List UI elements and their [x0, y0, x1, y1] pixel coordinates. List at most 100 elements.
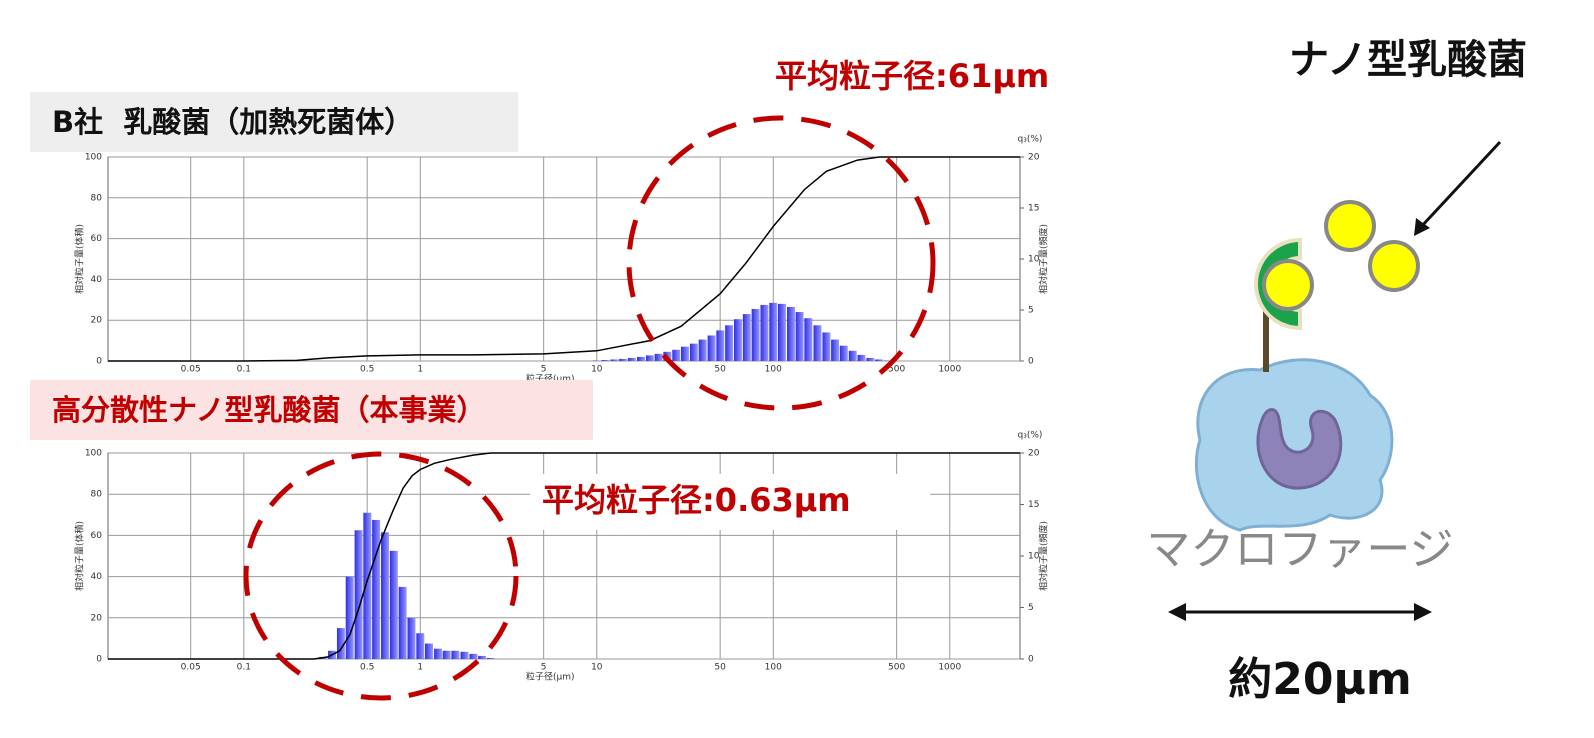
bar — [884, 360, 893, 361]
bar — [398, 586, 407, 659]
y2-tick-label: 5 — [1028, 306, 1034, 316]
x-tick-label: 1 — [417, 663, 423, 673]
particle — [1324, 200, 1376, 252]
x-tick-label: 5 — [541, 365, 547, 375]
chart: 0.05 0.1 0.5 1 5 10 50 100 500 100002040608010005… — [30, 57, 1050, 411]
bar — [681, 346, 689, 361]
chart-title: 高分散性ナノ型乳酸菌（本事業） — [52, 393, 486, 427]
bar — [848, 350, 857, 361]
bar — [460, 651, 469, 659]
bar — [407, 617, 416, 659]
arrow-head — [1414, 603, 1432, 621]
highlight-circle — [626, 115, 936, 411]
bar — [601, 359, 610, 361]
y2-tick-label: 15 — [1028, 204, 1039, 214]
annotation: 平均粒子径:0.63μm — [542, 481, 851, 519]
y-tick-label: 0 — [96, 357, 102, 367]
bar — [592, 360, 601, 361]
bar — [637, 356, 645, 361]
y2-axis-label: 相対粒子量(頻度) — [1038, 224, 1050, 294]
bar — [354, 530, 363, 659]
x-tick-label: 1000 — [938, 663, 961, 673]
chart-title: B社 乳酸菌（加熱死菌体） — [52, 105, 413, 139]
bar — [716, 330, 725, 361]
annotation-box — [530, 474, 930, 530]
bar — [777, 303, 786, 361]
bar — [822, 332, 831, 361]
y-tick-label: 100 — [85, 153, 102, 163]
arrow-head — [1414, 218, 1430, 236]
y2-tick-label: 10 — [1028, 552, 1040, 562]
annotation: 平均粒子径:61μm — [775, 57, 1049, 95]
y2-tick-label: 20 — [1028, 449, 1040, 459]
y-tick-label: 40 — [91, 275, 103, 285]
y2-unit: q₃(%) — [1018, 431, 1043, 441]
plot-area — [107, 156, 1021, 362]
bar — [451, 650, 460, 659]
size-label: 約20μm — [1228, 654, 1411, 705]
diagram: ナノ型乳酸菌 マクロファージ 約20μm — [1146, 37, 1527, 705]
bar — [619, 358, 628, 361]
x-tick-label: 1000 — [938, 365, 961, 375]
bar — [769, 302, 778, 361]
bar — [442, 650, 451, 659]
bar — [707, 335, 716, 361]
bar — [698, 339, 707, 361]
bar — [425, 643, 433, 659]
bar — [434, 648, 442, 659]
bar — [627, 357, 636, 361]
bar — [734, 319, 742, 361]
x-tick-label: 1 — [417, 365, 423, 375]
nucleus — [1256, 408, 1343, 490]
bar — [416, 633, 425, 659]
bar — [672, 349, 681, 361]
macrophage — [1194, 358, 1394, 532]
x-tick-label: 50 — [714, 663, 726, 673]
y-tick-label: 60 — [91, 234, 103, 244]
y2-tick-label: 5 — [1028, 603, 1034, 613]
bar — [345, 576, 354, 659]
bar — [645, 355, 654, 361]
x-tick-label: 500 — [888, 663, 905, 673]
x-tick-label: 100 — [765, 365, 782, 375]
bar — [486, 657, 495, 659]
y2-tick-label: 10 — [1028, 255, 1040, 265]
x-tick-label: 100 — [765, 663, 782, 673]
y2-tick-label: 0 — [1028, 655, 1034, 665]
y2-axis-label: 相対粒子量(頻度) — [1038, 521, 1050, 591]
bar — [857, 354, 866, 361]
bar — [654, 353, 663, 361]
y2-tick-label: 20 — [1028, 153, 1040, 163]
y-axis-label: 相対粒子量(体積) — [74, 224, 86, 294]
x-tick-label: 50 — [714, 365, 726, 375]
x-tick-label: 10 — [591, 663, 603, 673]
bar — [478, 655, 487, 659]
y-tick-label: 40 — [91, 572, 103, 582]
bar — [381, 532, 389, 659]
y-tick-label: 0 — [96, 655, 102, 665]
bar — [804, 318, 813, 361]
bar — [725, 325, 734, 361]
bar — [831, 339, 840, 361]
x-tick-label: 0.5 — [360, 365, 374, 375]
bar — [839, 345, 848, 361]
bar — [787, 306, 795, 361]
cell-label: マクロファージ — [1146, 524, 1453, 575]
y-tick-label: 80 — [91, 490, 103, 500]
bar — [751, 308, 760, 361]
particle — [1262, 259, 1314, 311]
y2-unit: q₃(%) — [1018, 135, 1043, 145]
x-tick-label: 0.05 — [181, 365, 201, 375]
x-axis-label: 粒子径(μm) — [526, 671, 575, 683]
title-box — [30, 92, 518, 152]
x-tick-label: 0.1 — [237, 365, 251, 375]
y-tick-label: 20 — [91, 316, 103, 326]
x-tick-label: 0.5 — [360, 663, 374, 673]
bar — [795, 312, 804, 361]
y-tick-label: 20 — [91, 613, 103, 623]
title-box — [30, 380, 593, 440]
bar — [875, 359, 884, 361]
bar — [336, 628, 345, 659]
x-tick-label: 0.1 — [237, 663, 251, 673]
